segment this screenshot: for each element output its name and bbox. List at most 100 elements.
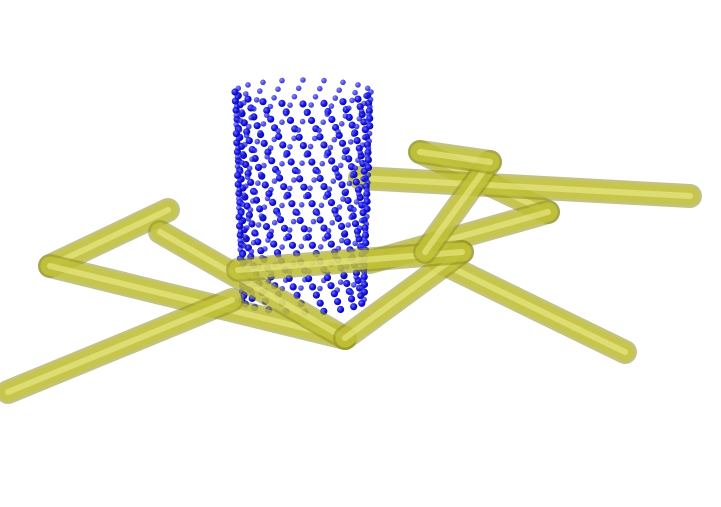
point-dot: [257, 129, 264, 136]
point-dot: [235, 85, 242, 92]
point-dot: [246, 165, 253, 172]
point-dot: [287, 144, 293, 150]
point-dot: [295, 127, 302, 133]
point-dot: [246, 123, 252, 130]
point-dot: [260, 79, 266, 86]
point-dot: [260, 121, 267, 127]
point-dot: [341, 154, 348, 161]
point-dot: [351, 206, 357, 213]
point-dot: [315, 169, 322, 175]
point-dot: [355, 157, 361, 164]
point-dot: [235, 136, 242, 142]
point-dot: [237, 177, 243, 184]
point-dot: [340, 196, 346, 202]
point-dot: [255, 180, 261, 186]
point-dot: [298, 243, 305, 250]
point-dot: [363, 93, 369, 99]
point-dot: [312, 94, 319, 100]
point-dot: [295, 133, 303, 141]
point-dot: [247, 178, 255, 186]
point-dot: [360, 210, 367, 216]
point-dot: [354, 232, 361, 239]
point-dot: [358, 299, 366, 307]
point-dot: [311, 177, 317, 183]
point-dot: [268, 228, 275, 235]
point-dot: [348, 295, 356, 303]
tube-front-3: [333, 240, 474, 350]
point-dot: [291, 93, 298, 100]
point-dot: [239, 109, 245, 115]
point-dot: [265, 237, 271, 243]
point-dot: [240, 150, 246, 157]
point-dot: [337, 305, 345, 314]
point-cloud-cylinder: [231, 77, 374, 316]
point-dot: [352, 165, 359, 171]
point-dot: [333, 212, 339, 218]
point-dot: [283, 152, 289, 159]
point-dot: [300, 225, 308, 233]
point-dot: [348, 139, 354, 145]
point-dot: [334, 287, 341, 293]
point-dot: [351, 282, 357, 288]
point-dot: [237, 246, 243, 253]
point-dot: [235, 145, 241, 151]
point-dot: [261, 162, 267, 169]
point-dot: [322, 194, 329, 200]
point-dot: [320, 119, 327, 125]
point-dot: [358, 108, 365, 114]
point-dot: [308, 116, 316, 125]
point-dot: [343, 238, 351, 246]
point-dot: [358, 183, 364, 190]
point-dot: [342, 230, 348, 236]
tube-front-5: [413, 150, 502, 264]
point-dot: [276, 174, 284, 182]
point-dot: [254, 138, 261, 145]
point-dot: [340, 79, 346, 86]
point-dot: [289, 283, 297, 291]
point-dot: [251, 106, 257, 112]
point-dot: [286, 227, 293, 233]
tube-front-7: [408, 140, 502, 174]
point-dot: [353, 137, 361, 145]
point-dot: [337, 162, 344, 169]
point-dot: [291, 135, 297, 142]
point-dot: [291, 177, 297, 183]
point-dot: [357, 149, 364, 156]
tube-network-front: [0, 140, 502, 404]
point-dot: [320, 183, 328, 191]
point-dot: [244, 225, 250, 231]
point-dot: [280, 183, 288, 191]
point-dot: [268, 157, 276, 165]
point-dot: [287, 102, 293, 108]
point-dot: [358, 217, 365, 224]
point-dot: [361, 134, 368, 141]
point-dot: [237, 168, 244, 175]
point-dot: [237, 228, 244, 235]
point-dot: [308, 102, 315, 108]
point-dot: [316, 133, 324, 141]
point-dot: [352, 178, 360, 186]
point-dot: [251, 147, 258, 154]
point-dot: [252, 189, 259, 195]
point-dot: [275, 128, 281, 134]
point-dot: [261, 181, 269, 189]
point-dot: [352, 89, 358, 96]
point-dot: [250, 198, 256, 204]
point-dot: [300, 183, 308, 191]
point-dot: [344, 196, 352, 205]
point-dot: [276, 216, 285, 224]
point-dot: [349, 172, 356, 179]
point-dot: [241, 100, 247, 106]
point-dot: [324, 111, 331, 117]
point-dot: [241, 243, 247, 249]
point-dot: [320, 224, 328, 232]
point-dot: [321, 236, 328, 242]
point-dot: [242, 234, 249, 240]
point-dot: [279, 77, 285, 84]
point-dot: [348, 289, 355, 296]
point-dot: [312, 135, 318, 142]
point-dot: [327, 240, 335, 248]
point-dot: [304, 110, 310, 117]
point-dot: [299, 118, 306, 125]
